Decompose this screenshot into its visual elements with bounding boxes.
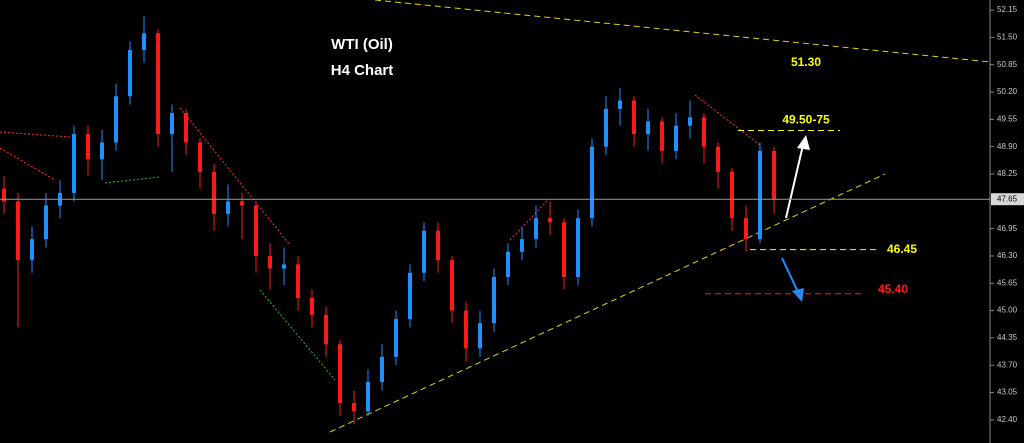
candle-body xyxy=(506,251,510,277)
candle-body xyxy=(44,205,48,240)
candle-body xyxy=(170,113,174,135)
y-tick-label: 49.55 xyxy=(997,114,1018,123)
candle-body xyxy=(772,150,776,200)
candle-body xyxy=(492,276,496,324)
candle-body xyxy=(156,33,160,135)
y-tick-label: 46.95 xyxy=(997,224,1018,233)
y-tick-label: 45.65 xyxy=(997,278,1018,287)
candle-body xyxy=(548,218,552,223)
green-dotted-line xyxy=(104,176,161,184)
candle-body xyxy=(534,218,538,240)
candle-body xyxy=(758,150,762,240)
candle-body xyxy=(282,264,286,269)
candle-body xyxy=(674,125,678,151)
green-dotted-line xyxy=(259,289,336,381)
candle-body xyxy=(310,297,314,315)
y-tick-label: 48.90 xyxy=(997,142,1018,151)
y-tick-label: 43.70 xyxy=(997,360,1018,369)
candle-body xyxy=(590,146,594,219)
candle-body xyxy=(72,134,76,193)
chart-title: WTI (Oil) xyxy=(331,36,393,53)
candle-body xyxy=(268,255,272,269)
candle-body xyxy=(576,218,580,277)
candle-body xyxy=(450,260,454,311)
candle-body xyxy=(632,100,636,135)
candle-body xyxy=(478,323,482,349)
y-tick-label: 44.35 xyxy=(997,333,1018,342)
y-tick-label: 52.15 xyxy=(997,5,1018,14)
candle-body xyxy=(520,239,524,252)
candle-body xyxy=(464,310,468,349)
red-dotted-line xyxy=(509,199,549,241)
candle-body xyxy=(296,264,300,298)
red-dotted-line xyxy=(0,147,56,181)
last-price-label: 47.65 xyxy=(997,194,1018,203)
candle-body xyxy=(198,142,202,172)
y-tick-label: 51.50 xyxy=(997,33,1018,42)
level-label: 51.30 xyxy=(791,55,821,69)
candle-body xyxy=(30,239,34,261)
level-label: 45.40 xyxy=(878,282,908,296)
y-tick-label: 43.05 xyxy=(997,388,1018,397)
candle-body xyxy=(184,113,188,143)
down-arrow-head xyxy=(792,288,804,302)
down-arrow xyxy=(781,257,799,293)
red-dotted-line xyxy=(179,107,291,246)
candle-body xyxy=(2,188,6,202)
y-tick-label: 46.30 xyxy=(997,251,1018,260)
y-tick-label: 48.25 xyxy=(997,169,1018,178)
up-arrow xyxy=(785,144,804,219)
candle-body xyxy=(688,117,692,126)
candle-body xyxy=(254,205,258,256)
candle-body xyxy=(366,382,370,412)
upper-trendline xyxy=(374,0,991,63)
candle-body xyxy=(702,117,706,147)
y-tick-label: 50.85 xyxy=(997,60,1018,69)
candle-body xyxy=(240,201,244,206)
candle-body xyxy=(408,272,412,320)
lower-trendline xyxy=(329,173,886,433)
up-arrow-head xyxy=(797,135,810,150)
candle-body xyxy=(618,100,622,109)
candle-body xyxy=(604,108,608,147)
level-label: 46.45 xyxy=(887,242,917,256)
y-tick-label: 50.20 xyxy=(997,87,1018,96)
candle-body xyxy=(562,222,566,277)
candle-body xyxy=(16,201,20,261)
red-dotted-line xyxy=(694,94,761,146)
candle-body xyxy=(380,356,384,383)
candle-body xyxy=(646,121,650,135)
candles xyxy=(2,16,776,425)
candle-body xyxy=(324,314,328,345)
candle-body xyxy=(436,230,440,261)
candle-body xyxy=(422,230,426,273)
candle-body xyxy=(730,171,734,219)
chart-subtitle: H4 Chart xyxy=(331,62,394,79)
candle-body xyxy=(142,33,146,51)
y-tick-label: 45.00 xyxy=(997,306,1018,315)
candle-body xyxy=(212,171,216,214)
candle-body xyxy=(660,121,664,151)
y-tick-label: 42.40 xyxy=(997,415,1018,424)
candle-body xyxy=(226,201,230,214)
candle-body xyxy=(100,142,104,160)
candle-body xyxy=(744,218,748,240)
candle-body xyxy=(352,403,356,412)
level-label: 49.50-75 xyxy=(782,113,830,127)
last-price-box xyxy=(991,193,1024,206)
candle-body xyxy=(338,344,342,404)
candle-body xyxy=(716,146,720,172)
candle-body xyxy=(86,134,90,160)
candle-body xyxy=(114,96,118,143)
candle-body xyxy=(394,319,398,357)
candle-body xyxy=(128,50,132,97)
